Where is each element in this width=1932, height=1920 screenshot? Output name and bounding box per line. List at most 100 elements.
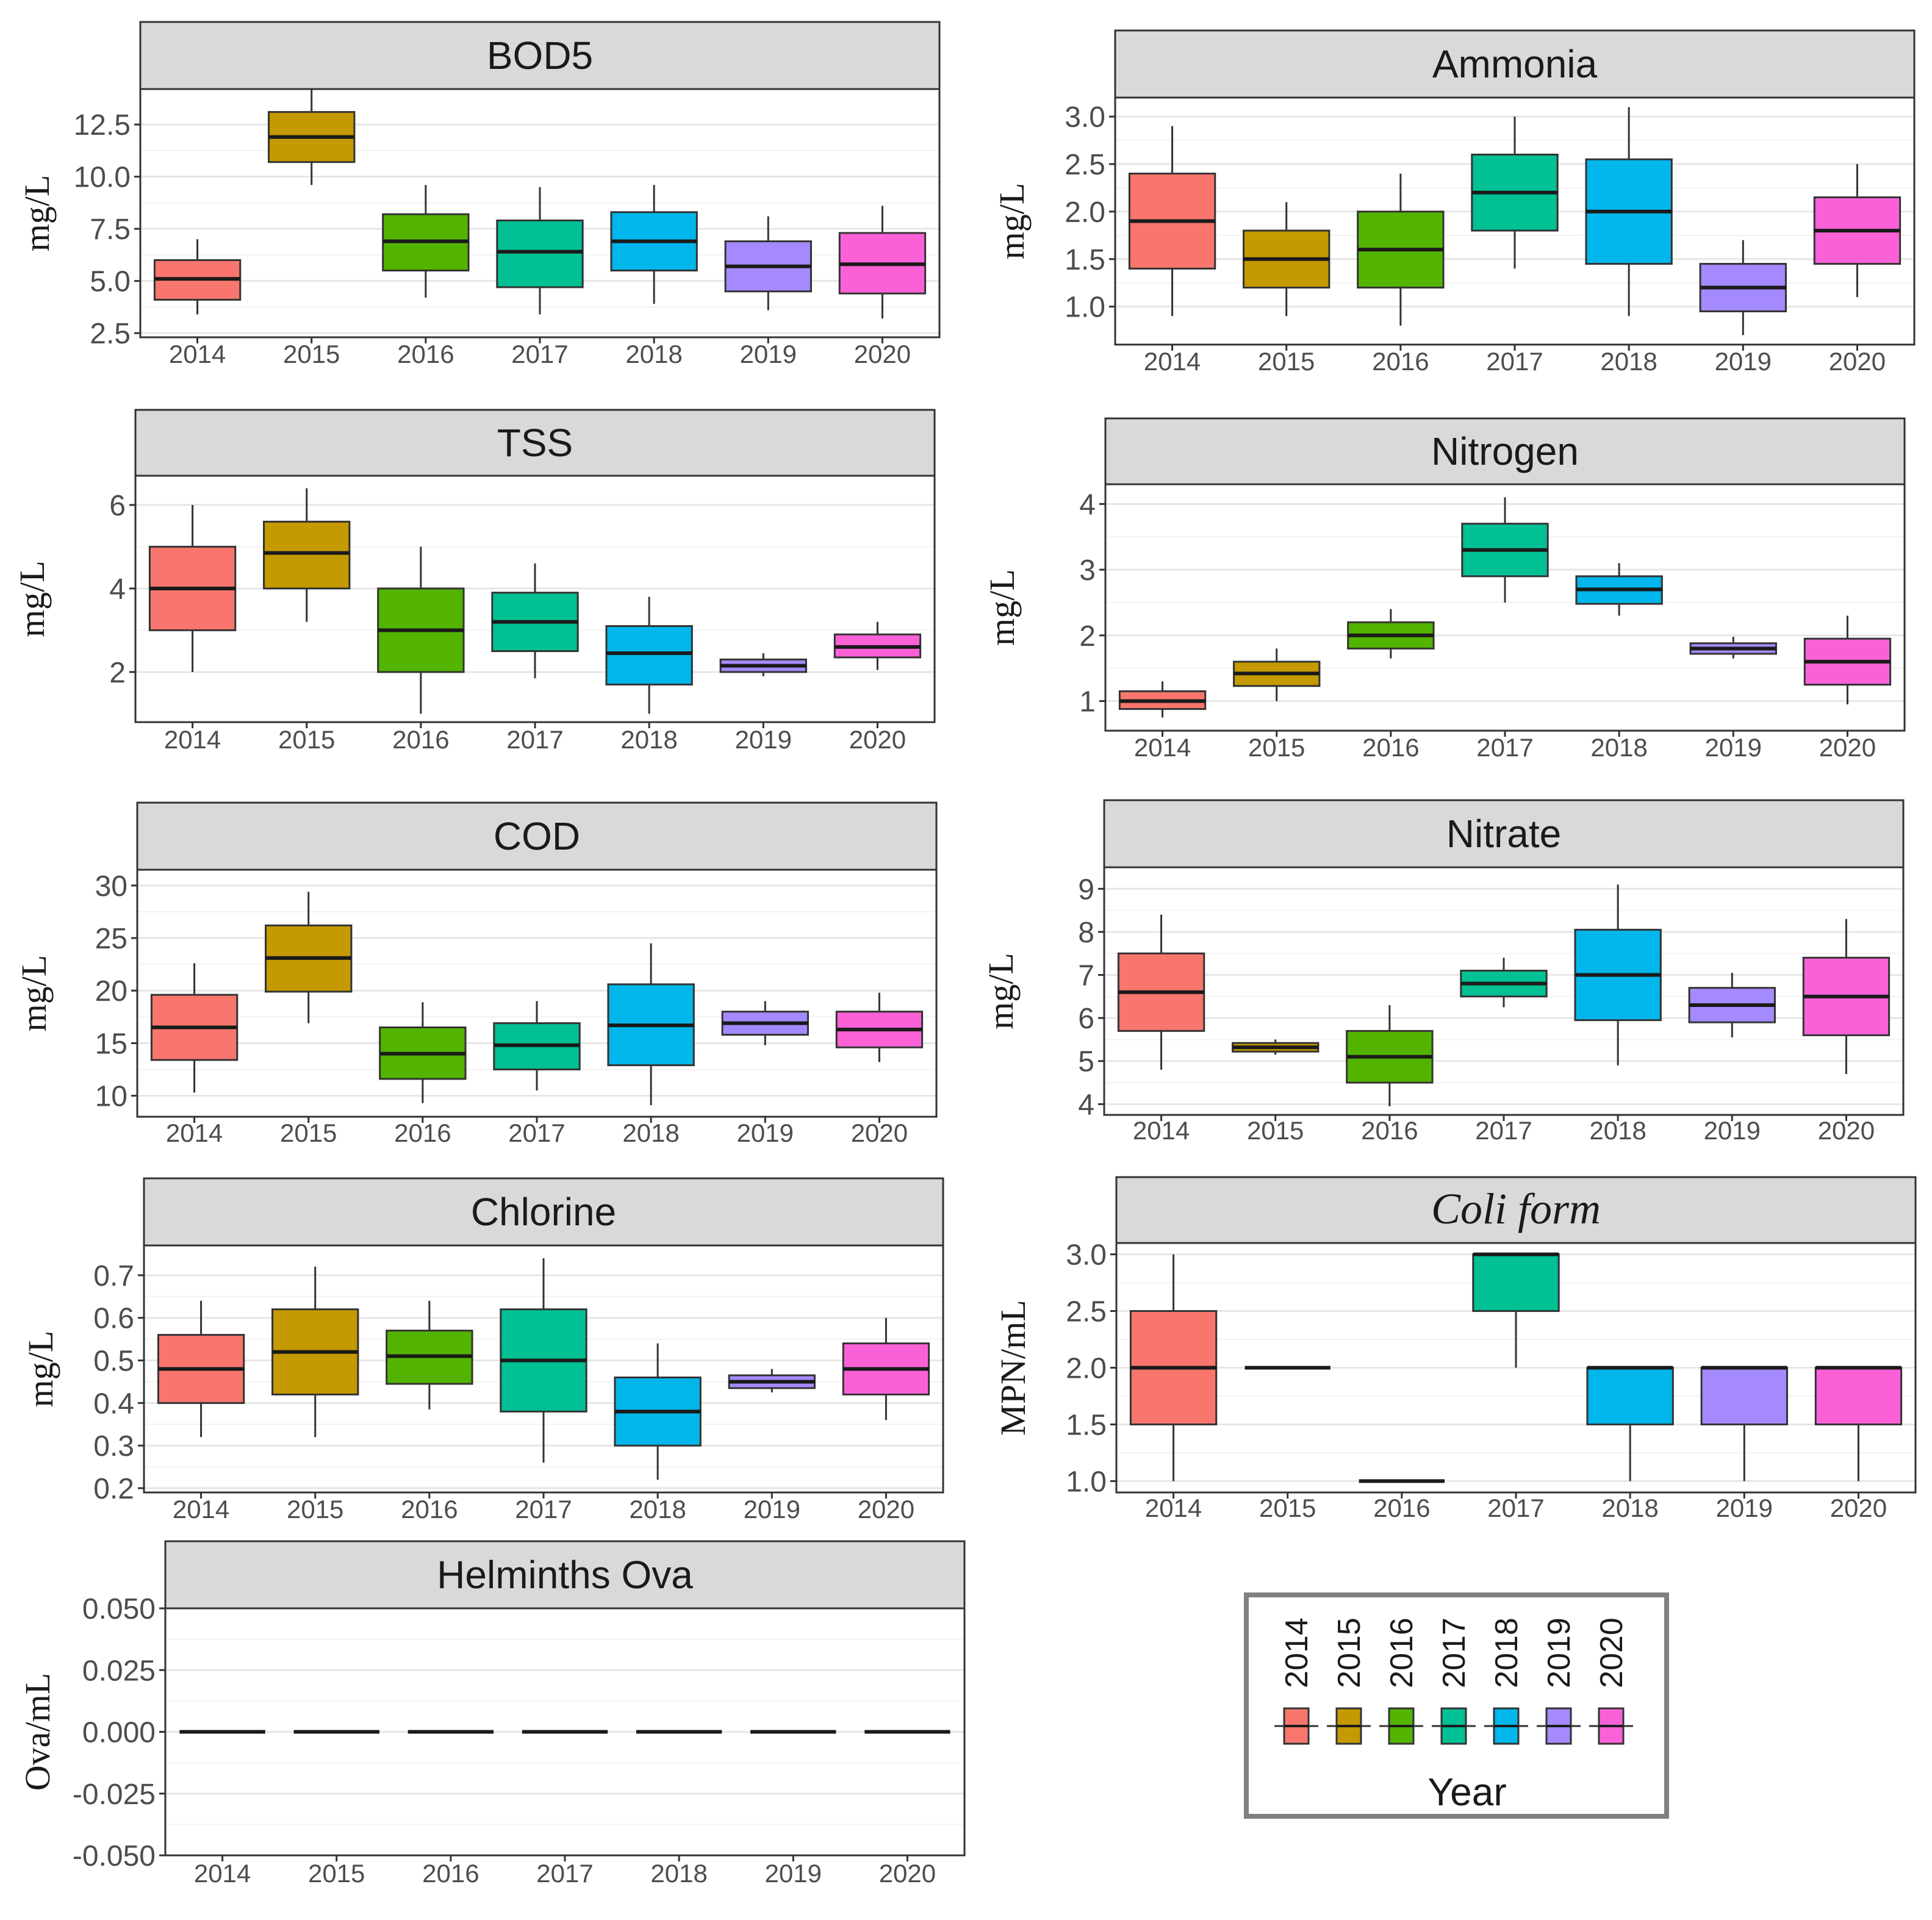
plot-border (1114, 96, 1916, 346)
x-tick-label: 2018 (1590, 733, 1647, 762)
y-tick-label: 5.0 (90, 266, 131, 298)
x-tick-label: 2018 (650, 1859, 707, 1888)
x-tick-label: 2015 (308, 1859, 365, 1888)
plot-border (164, 1607, 966, 1857)
box-tss-2014 (148, 504, 237, 672)
panel-chlorine: Chlorine 0.2 0.3 0.4 0.5 0.6 0.7 mg/L 2014 2015 20… (21, 1177, 944, 1524)
y-tick-label: -0.025 (73, 1779, 156, 1811)
panel-title: Nitrate (1446, 812, 1562, 856)
x-tick-label: 2014 (169, 340, 226, 368)
box-bod5-2017 (496, 187, 584, 315)
panel-title: COD (494, 814, 580, 858)
plot-border (1104, 483, 1906, 732)
box-coliform-2019 (1700, 1366, 1788, 1481)
y-tick-label: 0.7 (93, 1260, 134, 1292)
panel-strip (136, 801, 938, 871)
y-tick-label: 20 (95, 975, 127, 1008)
x-tick-label: 2017 (1476, 733, 1533, 762)
x-tick-label: 2018 (629, 1495, 686, 1524)
box-coliform-2017 (1472, 1252, 1560, 1368)
x-tick-label: 2014 (166, 1119, 223, 1147)
y-tick-label: 6 (109, 490, 126, 522)
legend-key-2019: 2019 (1537, 1617, 1581, 1745)
x-tick-label: 2017 (511, 340, 568, 368)
legend-key-2015: 2015 (1327, 1617, 1371, 1745)
panel-strip (1103, 799, 1905, 869)
box-bod5-2016 (382, 185, 470, 298)
box-nitrate-2017 (1460, 958, 1548, 1008)
box-ammonia-2019 (1699, 240, 1787, 335)
box-ammonia-2014 (1128, 126, 1216, 317)
box-cod-2015 (265, 892, 353, 1023)
y-tick-label: 2.0 (1065, 196, 1105, 229)
box-nitrate-2020 (1802, 919, 1891, 1074)
legend-key-label: 2015 (1332, 1617, 1367, 1688)
panel-strip (134, 409, 936, 477)
box-cod-2019 (721, 1001, 809, 1045)
legend-key-2014: 2014 (1274, 1617, 1318, 1745)
plot-border (1103, 866, 1905, 1116)
legend-border (1244, 1592, 1669, 1819)
box-cod-2020 (835, 992, 924, 1062)
box-nitrate-2019 (1688, 972, 1776, 1037)
x-tick-label: 2016 (394, 1119, 451, 1147)
box-chlorine-2020 (842, 1317, 930, 1420)
x-tick-label: 2018 (620, 725, 677, 754)
panel-coliform: Coli form 1.0 1.5 2.0 2.5 3.0 MPN/mL 2014 2015 20… (993, 1176, 1917, 1522)
legend-key-label: 2018 (1489, 1617, 1524, 1688)
y-tick-label: 4 (109, 573, 126, 606)
x-tick-label: 2016 (401, 1495, 458, 1524)
x-tick-label: 2016 (1373, 1494, 1430, 1522)
box-body (1700, 1367, 1788, 1425)
y-tick-label: 12.5 (74, 109, 131, 141)
legend-key-2020: 2020 (1589, 1617, 1633, 1745)
box-chlorine-2019 (728, 1369, 816, 1392)
box-chlorine-2017 (500, 1258, 587, 1463)
x-tick-label: 2018 (622, 1119, 679, 1147)
plot-border (1115, 1242, 1917, 1494)
legend-key-2018: 2018 (1484, 1617, 1528, 1745)
box-bod5-2018 (610, 185, 698, 304)
panel-nitrate: Nitrate 4 5 6 7 8 9 mg/L 2014 2015 2016 2017 2018 201… (981, 799, 1905, 1145)
y-tick-label: 1.0 (1066, 1466, 1107, 1498)
x-tick-label: 2015 (278, 725, 335, 754)
box-tss-2015 (263, 488, 351, 622)
box-ammonia-2018 (1585, 107, 1673, 317)
plot-border (139, 88, 941, 339)
y-tick-label: 4 (1078, 1089, 1094, 1121)
panel-title: Helminths Ova (437, 1553, 693, 1597)
x-tick-label: 2014 (194, 1859, 251, 1888)
y-tick-label: 30 (95, 870, 127, 903)
y-axis-label: MPN/mL (993, 1300, 1033, 1435)
x-tick-label: 2014 (1134, 733, 1191, 762)
y-tick-label: 7 (1078, 960, 1094, 992)
box-body (1472, 1253, 1560, 1313)
panel-title: TSS (497, 421, 573, 465)
panel-title: Chlorine (471, 1190, 616, 1234)
x-tick-label: 2014 (1133, 1116, 1190, 1145)
y-tick-label: 0.3 (93, 1430, 134, 1463)
box-tss-2018 (605, 596, 693, 714)
box-ammonia-2015 (1243, 202, 1330, 317)
legend-key-label: 2020 (1594, 1617, 1629, 1688)
panel-strip (139, 21, 941, 90)
y-axis-label: mg/L (21, 1331, 60, 1408)
x-tick-label: 2015 (1258, 347, 1315, 376)
panel-tss: TSS 2 4 6 mg/L 2014 2015 2016 2017 2018 2019 2020 (12, 409, 936, 754)
box-bod5-2019 (724, 216, 812, 310)
box-nitrogen-2017 (1461, 497, 1549, 603)
legend-key-2017: 2017 (1432, 1617, 1476, 1745)
y-tick-label: 25 (95, 923, 127, 955)
y-tick-label: 5 (1078, 1046, 1094, 1078)
box-chlorine-2015 (271, 1266, 359, 1438)
y-tick-label: 1.0 (1065, 292, 1105, 324)
panel-title: Ammonia (1432, 42, 1598, 86)
y-tick-label: 6 (1078, 1003, 1094, 1035)
box-body (1814, 1367, 1903, 1425)
panel-bod5: BOD5 2.5 5.0 7.5 10.0 12.5 mg/L 2014 2015 2016 201… (17, 21, 941, 368)
x-tick-label: 2014 (164, 725, 221, 754)
box-ammonia-2020 (1813, 164, 1901, 298)
legend-key-label: 2016 (1384, 1617, 1420, 1688)
panel-strip (1114, 29, 1916, 99)
